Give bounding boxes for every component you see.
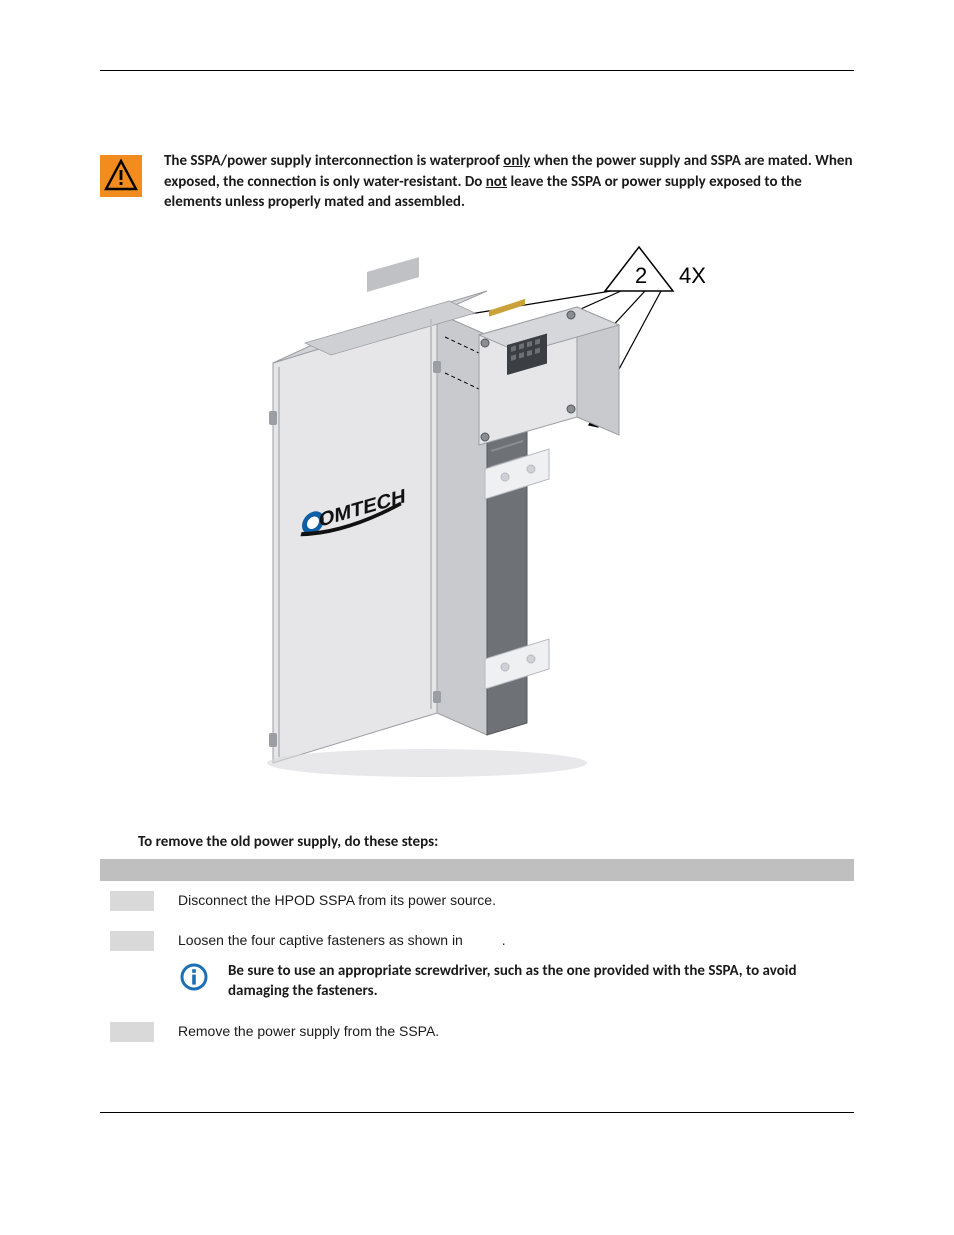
warning-icon	[100, 155, 142, 197]
bottom-rule	[100, 1112, 854, 1113]
warning-block: The SSPA/power supply interconnection is…	[100, 151, 854, 213]
step-task: Loosen the four captive fasteners as sho…	[172, 921, 854, 1012]
step-task: Remove the power supply from the SSPA.	[172, 1012, 854, 1052]
figure: 2 4X	[100, 243, 854, 783]
step-number-cell	[100, 921, 172, 1012]
step-number-box	[110, 1022, 154, 1042]
note-text: Be sure to use an appropriate screwdrive…	[228, 961, 848, 1002]
step-number-box	[110, 931, 154, 951]
steps-table: Disconnect the HPOD SSPA from its power …	[100, 859, 854, 1052]
step-task-post: .	[502, 932, 506, 948]
step-number-cell	[100, 1012, 172, 1052]
step-task-pre: Loosen the four captive fasteners as sho…	[178, 932, 467, 948]
warning-text: The SSPA/power supply interconnection is…	[164, 151, 854, 213]
callout-triangle: 2 4X	[605, 247, 706, 291]
table-row: Disconnect the HPOD SSPA from its power …	[100, 881, 854, 921]
warning-text-tail: .	[461, 193, 465, 211]
callout-number: 2	[635, 263, 647, 288]
table-row: Loosen the four captive fasteners as sho…	[100, 921, 854, 1012]
warning-only: only	[503, 152, 530, 170]
top-rule	[100, 70, 854, 71]
table-header-row	[100, 859, 854, 881]
step-task: Disconnect the HPOD SSPA from its power …	[172, 881, 854, 921]
step-number-cell	[100, 881, 172, 921]
warning-text-pre: The SSPA/power supply interconnection is…	[164, 152, 503, 170]
table-header-task	[172, 859, 854, 881]
shadow	[267, 749, 587, 777]
warning-not: not	[486, 173, 507, 191]
info-icon	[178, 961, 210, 993]
device-illustration: 2 4X	[217, 243, 737, 783]
step-number-box	[110, 891, 154, 911]
callout-qty: 4X	[679, 263, 706, 288]
note-block: Be sure to use an appropriate screwdrive…	[178, 961, 848, 1002]
table-header-step	[100, 859, 172, 881]
page-body: The SSPA/power supply interconnection is…	[0, 70, 954, 1113]
sspa-body: OMTECH	[269, 257, 487, 763]
section-heading: To remove the old power supply, do these…	[100, 833, 854, 851]
table-row: Remove the power supply from the SSPA.	[100, 1012, 854, 1052]
